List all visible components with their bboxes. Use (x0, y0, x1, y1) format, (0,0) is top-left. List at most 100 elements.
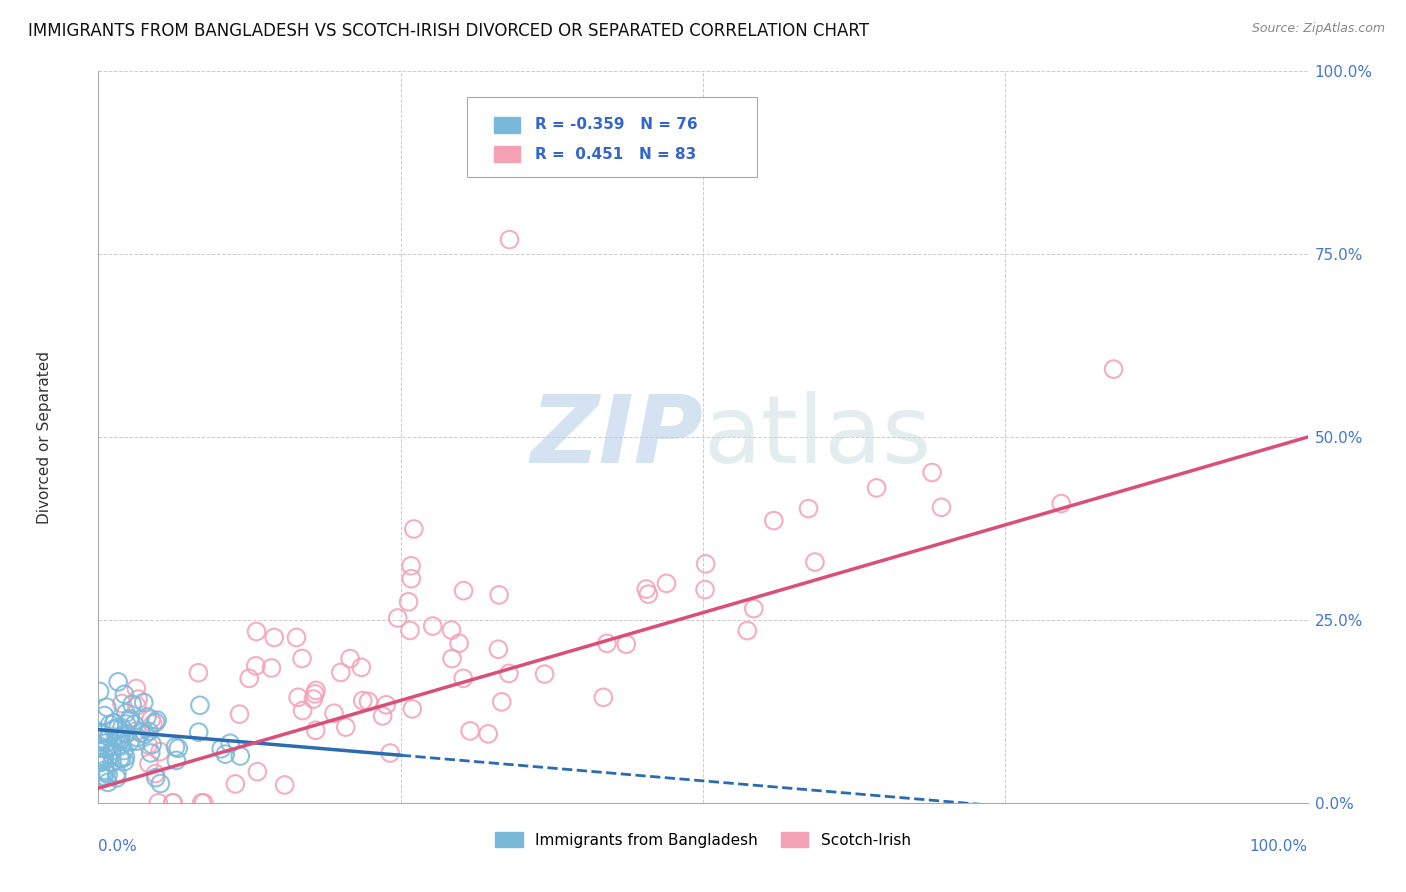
Point (291, 651, 314, 665)
Text: R = -0.359   N = 76: R = -0.359 N = 76 (534, 117, 697, 132)
Point (162, 796, 184, 810)
Point (228, 707, 250, 722)
Text: 100.0%: 100.0% (1250, 839, 1308, 855)
Point (97, 730, 120, 744)
Point (329, 665, 352, 680)
Point (352, 693, 374, 707)
Point (89, 756, 111, 770)
Point (98, 730, 121, 744)
Point (96, 700, 118, 714)
Point (533, 667, 555, 681)
Point (108, 751, 131, 765)
Point (89, 684, 111, 698)
Point (486, 642, 509, 657)
Point (291, 704, 314, 718)
Point (114, 755, 136, 769)
Point (263, 631, 285, 645)
Point (488, 588, 510, 602)
Point (260, 661, 283, 675)
Point (245, 658, 267, 673)
Point (304, 687, 326, 701)
Point (399, 624, 422, 638)
Point (138, 724, 160, 739)
Point (378, 746, 401, 760)
Point (219, 736, 242, 750)
Point (97, 767, 120, 781)
Point (187, 665, 209, 680)
Point (93, 769, 115, 783)
Point (440, 623, 463, 637)
Point (797, 501, 820, 516)
Point (453, 583, 475, 598)
Point (112, 743, 135, 757)
Point (115, 717, 138, 731)
Point (146, 713, 169, 727)
Point (441, 651, 464, 665)
Point (127, 731, 149, 745)
Point (695, 557, 717, 571)
Point (498, 666, 520, 681)
Point (132, 696, 155, 710)
Point (305, 723, 328, 738)
Point (323, 706, 346, 721)
Point (246, 764, 269, 779)
Point (375, 698, 398, 712)
Point (339, 651, 361, 665)
Point (104, 730, 127, 744)
Point (209, 741, 232, 756)
Point (398, 595, 420, 609)
Point (387, 611, 409, 625)
Point (129, 726, 152, 740)
Point (451, 671, 474, 685)
Text: IMMIGRANTS FROM BANGLADESH VS SCOTCH-IRISH DIVORCED OR SEPARATED CORRELATION CHA: IMMIGRANTS FROM BANGLADESH VS SCOTCH-IRI… (28, 22, 869, 40)
Point (149, 776, 172, 790)
Text: ZIP: ZIP (530, 391, 703, 483)
Point (101, 756, 124, 770)
Point (762, 514, 785, 528)
Point (118, 712, 141, 726)
Text: R =  0.451   N = 83: R = 0.451 N = 83 (534, 146, 696, 161)
Point (91, 753, 114, 767)
Point (655, 576, 678, 591)
Point (138, 756, 160, 771)
Text: Source: ZipAtlas.com: Source: ZipAtlas.com (1251, 22, 1385, 36)
Point (285, 631, 308, 645)
Point (103, 716, 125, 731)
Point (125, 723, 148, 738)
Point (114, 727, 136, 741)
Point (401, 702, 423, 716)
Point (402, 522, 425, 536)
Point (498, 233, 520, 247)
Point (302, 692, 325, 706)
Point (804, 555, 827, 569)
Point (110, 733, 132, 747)
Point (94, 742, 117, 756)
Point (735, 624, 758, 638)
Point (91, 731, 114, 746)
Point (90, 741, 112, 756)
Point (229, 749, 252, 764)
Point (111, 752, 134, 766)
Point (97, 775, 120, 789)
Point (165, 739, 187, 754)
Point (139, 713, 162, 727)
Point (477, 727, 499, 741)
Point (105, 766, 128, 780)
Point (273, 778, 295, 792)
Point (190, 796, 212, 810)
Point (458, 723, 481, 738)
Point (93, 708, 115, 723)
Point (287, 690, 309, 705)
Point (350, 660, 373, 674)
Point (422, 619, 444, 633)
Point (107, 731, 129, 746)
Point (111, 697, 134, 711)
Point (357, 694, 380, 708)
Point (742, 601, 765, 615)
Point (94, 765, 117, 780)
Point (637, 587, 659, 601)
Point (115, 706, 138, 720)
Point (125, 699, 148, 714)
Bar (494, 146, 520, 162)
Point (335, 720, 357, 734)
